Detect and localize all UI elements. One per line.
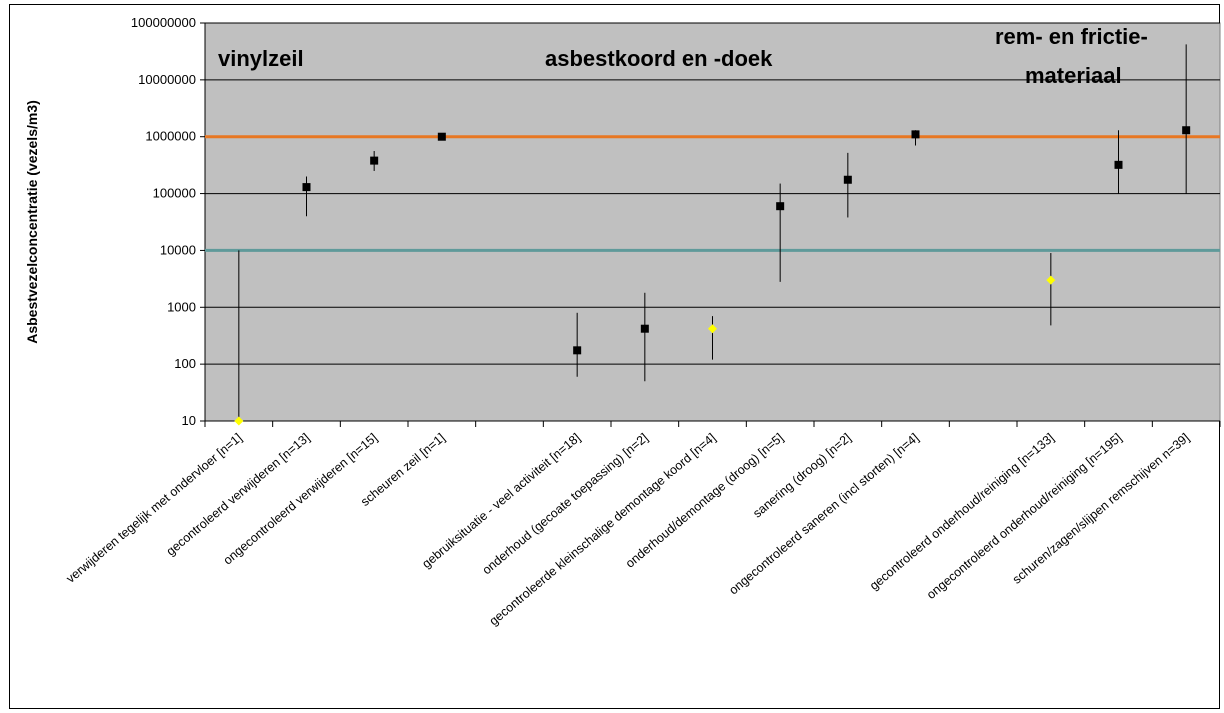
- data-point: [302, 183, 311, 192]
- y-tick-label: 100000: [153, 186, 196, 201]
- y-tick-label: 10000000: [138, 72, 196, 87]
- group-label: asbestkoord en -doek: [545, 46, 773, 71]
- data-point: [573, 346, 582, 355]
- data-point: [234, 416, 244, 426]
- y-tick-label: 1000000: [145, 129, 196, 144]
- group-label: vinylzeil: [218, 46, 304, 71]
- group-label: rem- en frictie-: [995, 24, 1148, 49]
- x-tick-label: gecontroleerd verwijderen [n=13]: [164, 431, 313, 559]
- y-axis-label: Asbestvezelconcentratie (vezels/m3): [24, 100, 40, 344]
- data-point: [370, 156, 379, 165]
- data-point: [640, 324, 649, 333]
- y-tick-label: 100: [174, 356, 196, 371]
- y-tick-label: 100000000: [131, 15, 196, 30]
- data-point: [1182, 126, 1191, 135]
- data-point: [708, 324, 717, 334]
- y-tick-label: 10000: [160, 242, 196, 257]
- data-point: [1114, 160, 1123, 169]
- data-point: [776, 202, 785, 211]
- data-point: [843, 175, 852, 184]
- data-point: [1046, 275, 1056, 285]
- y-tick-label: 1000: [167, 299, 196, 314]
- y-tick-label: 10: [182, 413, 196, 428]
- group-label: materiaal: [1025, 63, 1122, 88]
- data-point: [437, 132, 446, 141]
- x-tick-label: gecontroleerde kleinschalige demontage k…: [487, 431, 719, 629]
- data-point: [911, 130, 920, 139]
